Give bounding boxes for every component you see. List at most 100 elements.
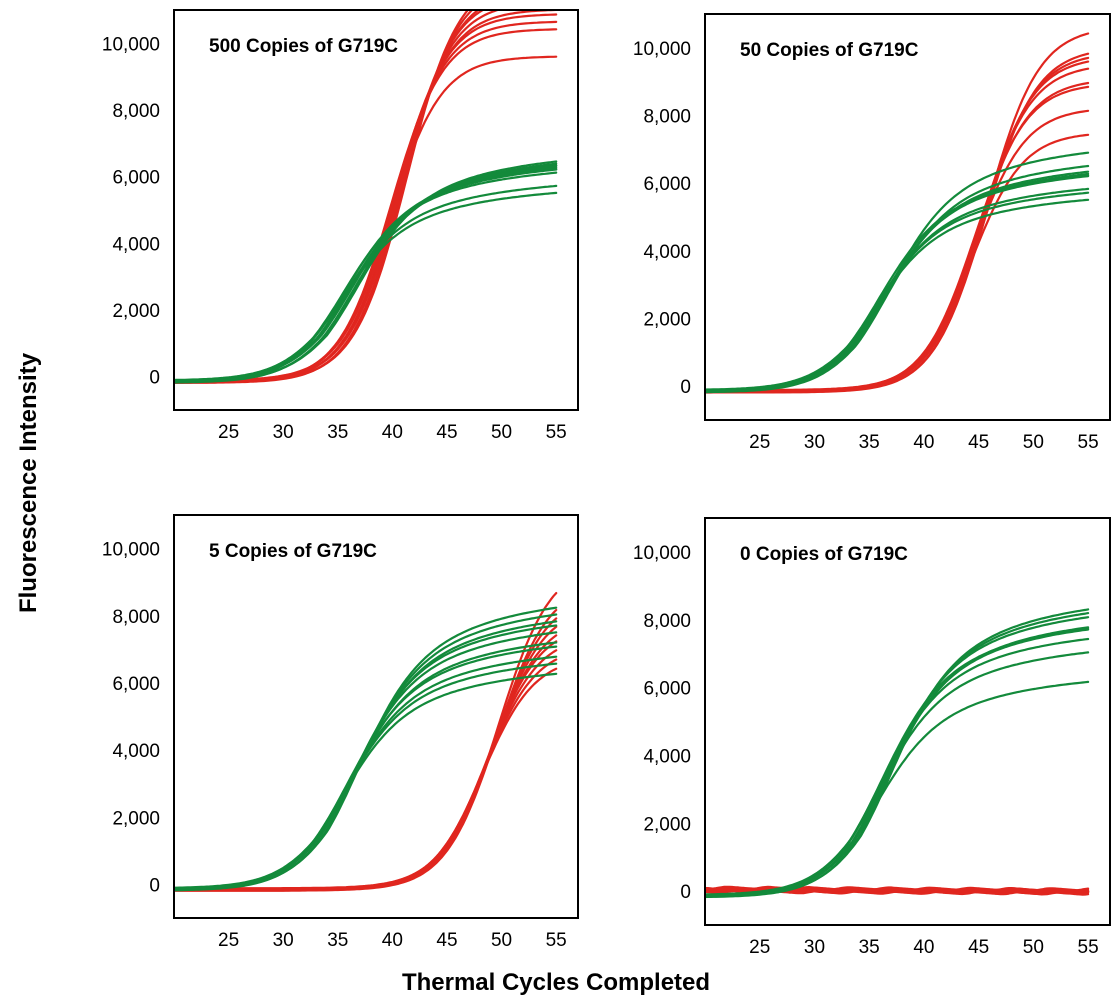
plot-frame bbox=[173, 514, 579, 919]
panel-title: 0 Copies of G719C bbox=[740, 544, 908, 565]
green-series-line bbox=[174, 655, 558, 890]
y-axis-title: Fluorescence Intensity bbox=[15, 352, 42, 613]
x-tick-label: 45 bbox=[436, 422, 457, 443]
y-tick-label: 10,000 bbox=[102, 540, 160, 561]
x-tick-label: 25 bbox=[749, 432, 770, 453]
x-tick-label: 35 bbox=[327, 930, 348, 951]
green-series-line bbox=[705, 608, 1090, 898]
x-tick-label: 30 bbox=[804, 937, 825, 958]
y-tick-label: 4,000 bbox=[112, 741, 160, 762]
y-tick-label: 2,000 bbox=[643, 814, 691, 835]
green-series-line bbox=[174, 672, 558, 892]
x-tick-label: 55 bbox=[1078, 937, 1099, 958]
chart-panel-3: 25 30 35 40 45 50 55 0 2,000 4,000 6,000 8,000 10,00… bbox=[102, 514, 579, 951]
y-tick-label: 8,000 bbox=[643, 107, 691, 128]
red-series-line bbox=[174, 20, 558, 383]
x-tick-label: 25 bbox=[218, 422, 239, 443]
red-series-line bbox=[174, 13, 558, 382]
x-tick-label: 55 bbox=[1078, 432, 1099, 453]
y-tick-label: 6,000 bbox=[112, 168, 160, 189]
red-series-line bbox=[174, 10, 481, 384]
y-tick-label: 2,000 bbox=[112, 808, 160, 829]
y-tick-label: 6,000 bbox=[112, 674, 160, 695]
y-tick-label: 0 bbox=[680, 882, 691, 903]
y-tick-label: 10,000 bbox=[633, 39, 691, 60]
green-series-line bbox=[705, 680, 1090, 898]
plot-area bbox=[174, 10, 558, 384]
green-series-line bbox=[705, 175, 1090, 393]
y-tick-label: 0 bbox=[680, 377, 691, 398]
x-tick-label: 50 bbox=[491, 422, 512, 443]
x-tick-label: 55 bbox=[546, 422, 567, 443]
red-series-line bbox=[174, 649, 558, 891]
y-tick-label: 4,000 bbox=[112, 234, 160, 255]
panel-title: 5 Copies of G719C bbox=[209, 541, 377, 562]
red-series-line bbox=[705, 67, 1090, 394]
red-series-line bbox=[705, 32, 1090, 393]
y-tick-label: 4,000 bbox=[643, 746, 691, 767]
x-tick-label: 25 bbox=[749, 937, 770, 958]
chart-panels: 25 30 35 40 45 50 55 0 2,000 4,000 6,000 8,000 10,00… bbox=[102, 9, 1111, 958]
green-series-line bbox=[174, 606, 558, 890]
panel-title: 50 Copies of G719C bbox=[740, 40, 919, 61]
x-tick-label: 40 bbox=[913, 937, 934, 958]
plot-area bbox=[174, 592, 558, 892]
x-tick-label: 35 bbox=[859, 432, 880, 453]
chart-panel-2: 25 30 35 40 45 50 55 0 2,000 4,000 6,000 8,000 10,00… bbox=[633, 13, 1111, 453]
green-series-line bbox=[705, 170, 1090, 392]
red-series-line bbox=[174, 10, 470, 383]
y-tick-label: 0 bbox=[149, 368, 160, 389]
x-axis-title: Thermal Cycles Completed bbox=[402, 969, 710, 996]
green-series-line bbox=[174, 160, 558, 382]
x-tick-label: 30 bbox=[273, 422, 294, 443]
x-tick-label: 45 bbox=[968, 937, 989, 958]
green-series-line bbox=[174, 641, 558, 891]
red-series-line bbox=[174, 28, 558, 384]
x-tick-label: 25 bbox=[218, 930, 239, 951]
y-tick-label: 2,000 bbox=[643, 310, 691, 331]
y-tick-label: 8,000 bbox=[112, 607, 160, 628]
green-series-line bbox=[705, 637, 1090, 897]
y-tick-label: 6,000 bbox=[643, 679, 691, 700]
x-tick-label: 50 bbox=[1023, 432, 1044, 453]
green-series-line bbox=[174, 662, 558, 891]
plot-frame bbox=[173, 9, 579, 411]
red-series-line bbox=[705, 885, 1090, 892]
red-series-line bbox=[705, 60, 1090, 393]
red-series-line bbox=[705, 81, 1090, 392]
plot-frame bbox=[704, 517, 1111, 926]
green-series-line bbox=[174, 645, 558, 889]
red-series-line bbox=[174, 634, 558, 892]
red-series-line bbox=[174, 10, 474, 384]
x-tick-label: 40 bbox=[913, 432, 934, 453]
y-tick-label: 8,000 bbox=[112, 101, 160, 122]
chart-panel-1: 25 30 35 40 45 50 55 0 2,000 4,000 6,000 8,000 10,00… bbox=[102, 9, 579, 443]
x-tick-label: 40 bbox=[382, 422, 403, 443]
red-series-line bbox=[174, 10, 486, 382]
y-tick-label: 10,000 bbox=[102, 34, 160, 55]
y-tick-label: 4,000 bbox=[643, 242, 691, 263]
chart-panel-4: 25 30 35 40 45 50 55 0 2,000 4,000 6,000 8,000 10,00… bbox=[633, 517, 1111, 958]
red-series-line bbox=[705, 109, 1090, 393]
x-tick-label: 50 bbox=[1023, 937, 1044, 958]
x-tick-label: 30 bbox=[273, 930, 294, 951]
green-series-line bbox=[705, 198, 1090, 394]
red-series-line bbox=[705, 56, 1090, 392]
x-tick-label: 45 bbox=[968, 432, 989, 453]
plot-frame bbox=[704, 13, 1111, 421]
red-series-line bbox=[174, 592, 558, 891]
red-series-line bbox=[705, 85, 1090, 392]
plot-area bbox=[705, 608, 1090, 899]
x-tick-label: 50 bbox=[491, 930, 512, 951]
y-tick-label: 0 bbox=[149, 875, 160, 896]
x-tick-label: 35 bbox=[327, 422, 348, 443]
x-tick-label: 45 bbox=[436, 930, 457, 951]
x-tick-label: 40 bbox=[382, 930, 403, 951]
green-series-line bbox=[705, 191, 1090, 393]
red-series-line bbox=[705, 133, 1090, 394]
green-series-line bbox=[705, 187, 1090, 392]
green-series-line bbox=[705, 616, 1090, 896]
green-series-line bbox=[174, 171, 558, 382]
plot-area bbox=[705, 32, 1090, 394]
